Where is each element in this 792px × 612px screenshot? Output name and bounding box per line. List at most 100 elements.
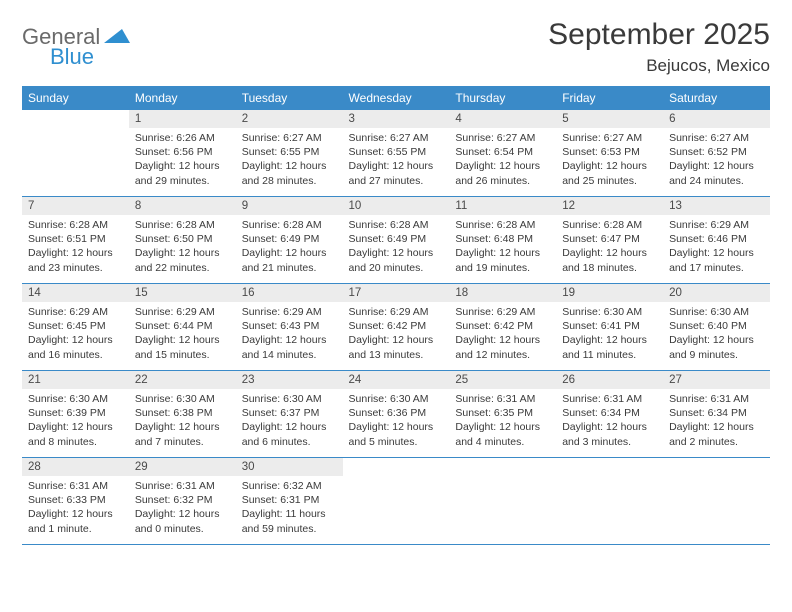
sunset-line: Sunset: 6:41 PM — [562, 319, 657, 333]
sunrise-line: Sunrise: 6:29 AM — [242, 305, 337, 319]
calendar-day-cell: 22Sunrise: 6:30 AMSunset: 6:38 PMDayligh… — [129, 371, 236, 458]
calendar-day-cell: 18Sunrise: 6:29 AMSunset: 6:42 PMDayligh… — [449, 284, 556, 371]
sunrise-line: Sunrise: 6:31 AM — [669, 392, 764, 406]
sunrise-line: Sunrise: 6:28 AM — [135, 218, 230, 232]
sunset-line: Sunset: 6:35 PM — [455, 406, 550, 420]
sunset-line: Sunset: 6:32 PM — [135, 493, 230, 507]
day-details: Sunrise: 6:27 AMSunset: 6:53 PMDaylight:… — [556, 128, 663, 192]
daylight-line: Daylight: 12 hours and 18 minutes. — [562, 246, 657, 274]
page-title: September 2025 — [548, 18, 770, 52]
daylight-line: Daylight: 12 hours and 0 minutes. — [135, 507, 230, 535]
sunset-line: Sunset: 6:55 PM — [242, 145, 337, 159]
day-details — [343, 464, 450, 471]
sunset-line: Sunset: 6:42 PM — [455, 319, 550, 333]
sunrise-line: Sunrise: 6:27 AM — [562, 131, 657, 145]
sunset-line: Sunset: 6:49 PM — [349, 232, 444, 246]
sunset-line: Sunset: 6:34 PM — [669, 406, 764, 420]
weekday-header: Thursday — [449, 86, 556, 110]
sunset-line: Sunset: 6:45 PM — [28, 319, 123, 333]
sunrise-line: Sunrise: 6:27 AM — [669, 131, 764, 145]
daylight-line: Daylight: 12 hours and 15 minutes. — [135, 333, 230, 361]
calendar-day-cell: 14Sunrise: 6:29 AMSunset: 6:45 PMDayligh… — [22, 284, 129, 371]
daylight-line: Daylight: 12 hours and 25 minutes. — [562, 159, 657, 187]
daylight-line: Daylight: 12 hours and 5 minutes. — [349, 420, 444, 448]
daylight-line: Daylight: 12 hours and 17 minutes. — [669, 246, 764, 274]
sunrise-line: Sunrise: 6:27 AM — [242, 131, 337, 145]
sunset-line: Sunset: 6:48 PM — [455, 232, 550, 246]
sunrise-line: Sunrise: 6:28 AM — [349, 218, 444, 232]
sunset-line: Sunset: 6:51 PM — [28, 232, 123, 246]
logo: General Blue — [22, 26, 130, 68]
day-number: 25 — [449, 371, 556, 389]
daylight-line: Daylight: 12 hours and 7 minutes. — [135, 420, 230, 448]
sunrise-line: Sunrise: 6:28 AM — [28, 218, 123, 232]
day-number: 23 — [236, 371, 343, 389]
sunset-line: Sunset: 6:37 PM — [242, 406, 337, 420]
calendar-day-cell: 21Sunrise: 6:30 AMSunset: 6:39 PMDayligh… — [22, 371, 129, 458]
sunrise-line: Sunrise: 6:31 AM — [562, 392, 657, 406]
sunrise-line: Sunrise: 6:30 AM — [28, 392, 123, 406]
day-details: Sunrise: 6:27 AMSunset: 6:55 PMDaylight:… — [343, 128, 450, 192]
calendar-day-cell: 1Sunrise: 6:26 AMSunset: 6:56 PMDaylight… — [129, 110, 236, 197]
sunset-line: Sunset: 6:43 PM — [242, 319, 337, 333]
daylight-line: Daylight: 12 hours and 22 minutes. — [135, 246, 230, 274]
weekday-header-row: Sunday Monday Tuesday Wednesday Thursday… — [22, 86, 770, 110]
daylight-line: Daylight: 12 hours and 29 minutes. — [135, 159, 230, 187]
daylight-line: Daylight: 12 hours and 16 minutes. — [28, 333, 123, 361]
sunrise-line: Sunrise: 6:29 AM — [135, 305, 230, 319]
day-details: Sunrise: 6:28 AMSunset: 6:47 PMDaylight:… — [556, 215, 663, 279]
day-details: Sunrise: 6:31 AMSunset: 6:34 PMDaylight:… — [556, 389, 663, 453]
calendar-day-cell: 6Sunrise: 6:27 AMSunset: 6:52 PMDaylight… — [663, 110, 770, 197]
calendar-day-cell: 15Sunrise: 6:29 AMSunset: 6:44 PMDayligh… — [129, 284, 236, 371]
day-number: 15 — [129, 284, 236, 302]
calendar-day-cell — [22, 110, 129, 197]
day-details — [22, 116, 129, 123]
daylight-line: Daylight: 12 hours and 23 minutes. — [28, 246, 123, 274]
day-number: 10 — [343, 197, 450, 215]
day-number: 19 — [556, 284, 663, 302]
calendar-day-cell: 12Sunrise: 6:28 AMSunset: 6:47 PMDayligh… — [556, 197, 663, 284]
calendar-day-cell — [663, 458, 770, 545]
daylight-line: Daylight: 12 hours and 13 minutes. — [349, 333, 444, 361]
weekday-header: Monday — [129, 86, 236, 110]
day-details: Sunrise: 6:28 AMSunset: 6:51 PMDaylight:… — [22, 215, 129, 279]
day-number: 6 — [663, 110, 770, 128]
calendar-day-cell: 19Sunrise: 6:30 AMSunset: 6:41 PMDayligh… — [556, 284, 663, 371]
calendar-day-cell: 13Sunrise: 6:29 AMSunset: 6:46 PMDayligh… — [663, 197, 770, 284]
daylight-line: Daylight: 12 hours and 28 minutes. — [242, 159, 337, 187]
calendar-week-row: 7Sunrise: 6:28 AMSunset: 6:51 PMDaylight… — [22, 197, 770, 284]
day-number: 12 — [556, 197, 663, 215]
day-details: Sunrise: 6:31 AMSunset: 6:32 PMDaylight:… — [129, 476, 236, 540]
calendar-day-cell — [343, 458, 450, 545]
calendar-day-cell: 30Sunrise: 6:32 AMSunset: 6:31 PMDayligh… — [236, 458, 343, 545]
calendar-body: 1Sunrise: 6:26 AMSunset: 6:56 PMDaylight… — [22, 110, 770, 545]
calendar-day-cell: 24Sunrise: 6:30 AMSunset: 6:36 PMDayligh… — [343, 371, 450, 458]
daylight-line: Daylight: 12 hours and 14 minutes. — [242, 333, 337, 361]
calendar-table: Sunday Monday Tuesday Wednesday Thursday… — [22, 86, 770, 545]
logo-text-blue: Blue — [50, 46, 130, 68]
daylight-line: Daylight: 12 hours and 27 minutes. — [349, 159, 444, 187]
day-details: Sunrise: 6:30 AMSunset: 6:38 PMDaylight:… — [129, 389, 236, 453]
sunrise-line: Sunrise: 6:30 AM — [669, 305, 764, 319]
calendar-day-cell: 7Sunrise: 6:28 AMSunset: 6:51 PMDaylight… — [22, 197, 129, 284]
sunrise-line: Sunrise: 6:28 AM — [455, 218, 550, 232]
sunset-line: Sunset: 6:40 PM — [669, 319, 764, 333]
day-details: Sunrise: 6:30 AMSunset: 6:39 PMDaylight:… — [22, 389, 129, 453]
calendar-day-cell: 26Sunrise: 6:31 AMSunset: 6:34 PMDayligh… — [556, 371, 663, 458]
sunset-line: Sunset: 6:39 PM — [28, 406, 123, 420]
calendar-day-cell: 25Sunrise: 6:31 AMSunset: 6:35 PMDayligh… — [449, 371, 556, 458]
sunrise-line: Sunrise: 6:27 AM — [349, 131, 444, 145]
day-details — [556, 464, 663, 471]
calendar-day-cell: 23Sunrise: 6:30 AMSunset: 6:37 PMDayligh… — [236, 371, 343, 458]
day-number: 22 — [129, 371, 236, 389]
day-details: Sunrise: 6:28 AMSunset: 6:49 PMDaylight:… — [236, 215, 343, 279]
sunrise-line: Sunrise: 6:29 AM — [669, 218, 764, 232]
weekday-header: Tuesday — [236, 86, 343, 110]
sunset-line: Sunset: 6:38 PM — [135, 406, 230, 420]
sunset-line: Sunset: 6:31 PM — [242, 493, 337, 507]
calendar-day-cell: 28Sunrise: 6:31 AMSunset: 6:33 PMDayligh… — [22, 458, 129, 545]
weekday-header: Saturday — [663, 86, 770, 110]
daylight-line: Daylight: 12 hours and 11 minutes. — [562, 333, 657, 361]
sunset-line: Sunset: 6:36 PM — [349, 406, 444, 420]
calendar-day-cell: 8Sunrise: 6:28 AMSunset: 6:50 PMDaylight… — [129, 197, 236, 284]
